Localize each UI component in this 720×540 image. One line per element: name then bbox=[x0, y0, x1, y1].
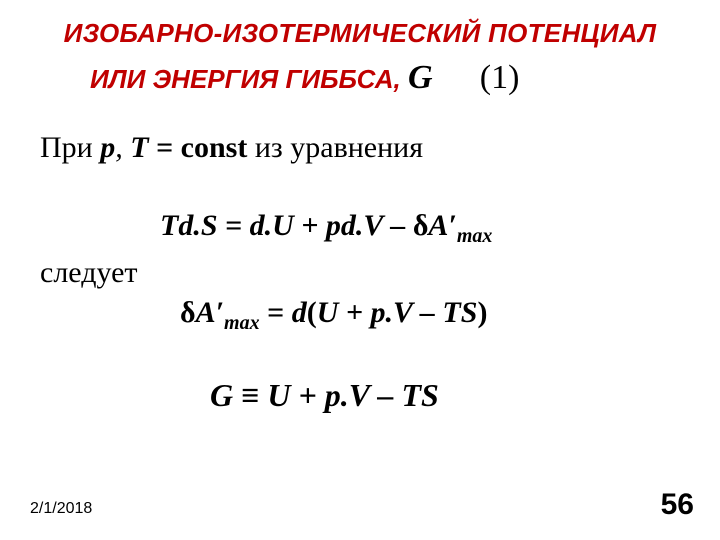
eq-sign: = bbox=[149, 131, 181, 164]
page-number: 56 bbox=[661, 488, 694, 522]
eq2-max: max bbox=[224, 312, 260, 334]
eq1-lhs: Td.S = d.U + pd.V – bbox=[160, 209, 413, 242]
title-line2-text: ИЛИ ЭНЕРГИЯ ГИББСА bbox=[90, 64, 394, 94]
title-comma: , bbox=[394, 64, 401, 94]
eq1-A: A′ bbox=[428, 209, 456, 242]
eq1-delta: δ bbox=[413, 209, 429, 242]
equation-1: Td.S = d.U + pd.V – δA′max bbox=[30, 209, 690, 248]
eq2-body: U + p.V – TS bbox=[317, 296, 478, 329]
const-text: const bbox=[181, 131, 248, 164]
eq3-G: G bbox=[210, 377, 233, 413]
eq1-max: max bbox=[457, 225, 493, 247]
T-var: T bbox=[130, 131, 148, 164]
condition-line: При p, T = const из уравнения bbox=[30, 131, 690, 165]
eq2-eq: = bbox=[260, 296, 292, 329]
equation-3: G ≡ U + p.V – TS bbox=[30, 377, 690, 414]
follows-text: следует bbox=[30, 256, 690, 290]
eq3-body: U + p.V – TS bbox=[267, 377, 438, 413]
p-var: p bbox=[100, 131, 115, 164]
eq2-A: A′ bbox=[196, 296, 224, 329]
eq2-d: d bbox=[292, 296, 307, 329]
eq3-equiv: ≡ bbox=[233, 377, 267, 413]
equation-2: δA′max = d(U + p.V – TS) bbox=[30, 296, 690, 335]
eq2-paren-r: ) bbox=[477, 296, 487, 329]
eq2-delta: δ bbox=[180, 296, 196, 329]
pri-text: При bbox=[40, 131, 100, 164]
footer-date: 2/1/2018 bbox=[30, 500, 92, 518]
title-g: G bbox=[408, 59, 433, 96]
title-one: (1) bbox=[480, 59, 520, 96]
suffix-text: из уравнения bbox=[247, 131, 423, 164]
eq2-paren-l: ( bbox=[307, 296, 317, 329]
comma-text: , bbox=[115, 131, 130, 164]
title-line1: ИЗОБАРНО-ИЗОТЕРМИЧЕСКИЙ ПОТЕНЦИАЛ bbox=[30, 18, 690, 49]
title-line2: ИЛИ ЭНЕРГИЯ ГИББСА, G (1) bbox=[30, 59, 690, 97]
